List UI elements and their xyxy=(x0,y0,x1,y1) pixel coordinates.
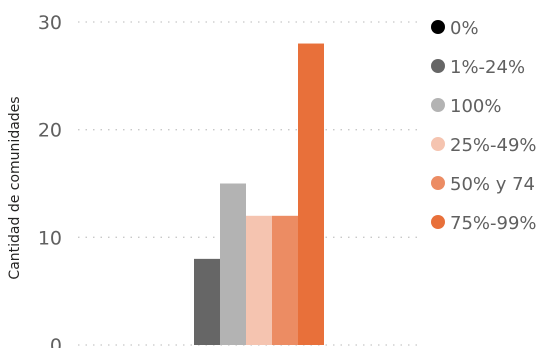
legend-item: 75%-99% xyxy=(431,213,537,234)
legend-label: 100% xyxy=(450,96,501,117)
y-tick-label: 0 xyxy=(50,335,62,348)
legend-label: 25%-49% xyxy=(450,135,537,156)
bar xyxy=(298,43,324,346)
legend-item: 0% xyxy=(431,18,479,39)
legend-label: 0% xyxy=(450,18,479,39)
gridlines xyxy=(78,21,420,346)
legend-marker xyxy=(431,20,445,34)
legend-label: 50% y 74 xyxy=(450,174,535,195)
bar xyxy=(220,183,246,345)
bar xyxy=(194,258,220,345)
y-tick-label: 10 xyxy=(38,227,62,249)
legend-marker xyxy=(431,215,445,229)
legend-label: 1%-24% xyxy=(450,57,525,78)
y-tick-label: 30 xyxy=(38,12,62,34)
bars xyxy=(194,43,324,346)
legend-item: 1%-24% xyxy=(431,57,525,78)
legend-label: 75%-99% xyxy=(450,213,537,234)
legend: 0% 1%-24% 100% 25%-49% 50% y 74 75%-99% xyxy=(431,18,537,234)
y-axis-ticks: 0 10 20 30 xyxy=(38,12,62,348)
legend-item: 100% xyxy=(431,96,501,117)
legend-marker xyxy=(431,98,445,112)
legend-item: 50% y 74 xyxy=(431,174,535,195)
legend-marker xyxy=(431,137,445,151)
legend-marker xyxy=(431,176,445,190)
bar xyxy=(246,215,272,345)
legend-marker xyxy=(431,59,445,73)
y-tick-label: 20 xyxy=(38,120,62,142)
bar xyxy=(272,215,298,345)
y-axis-title: Cantidad de comunidades xyxy=(7,96,23,279)
legend-item: 25%-49% xyxy=(431,135,537,156)
